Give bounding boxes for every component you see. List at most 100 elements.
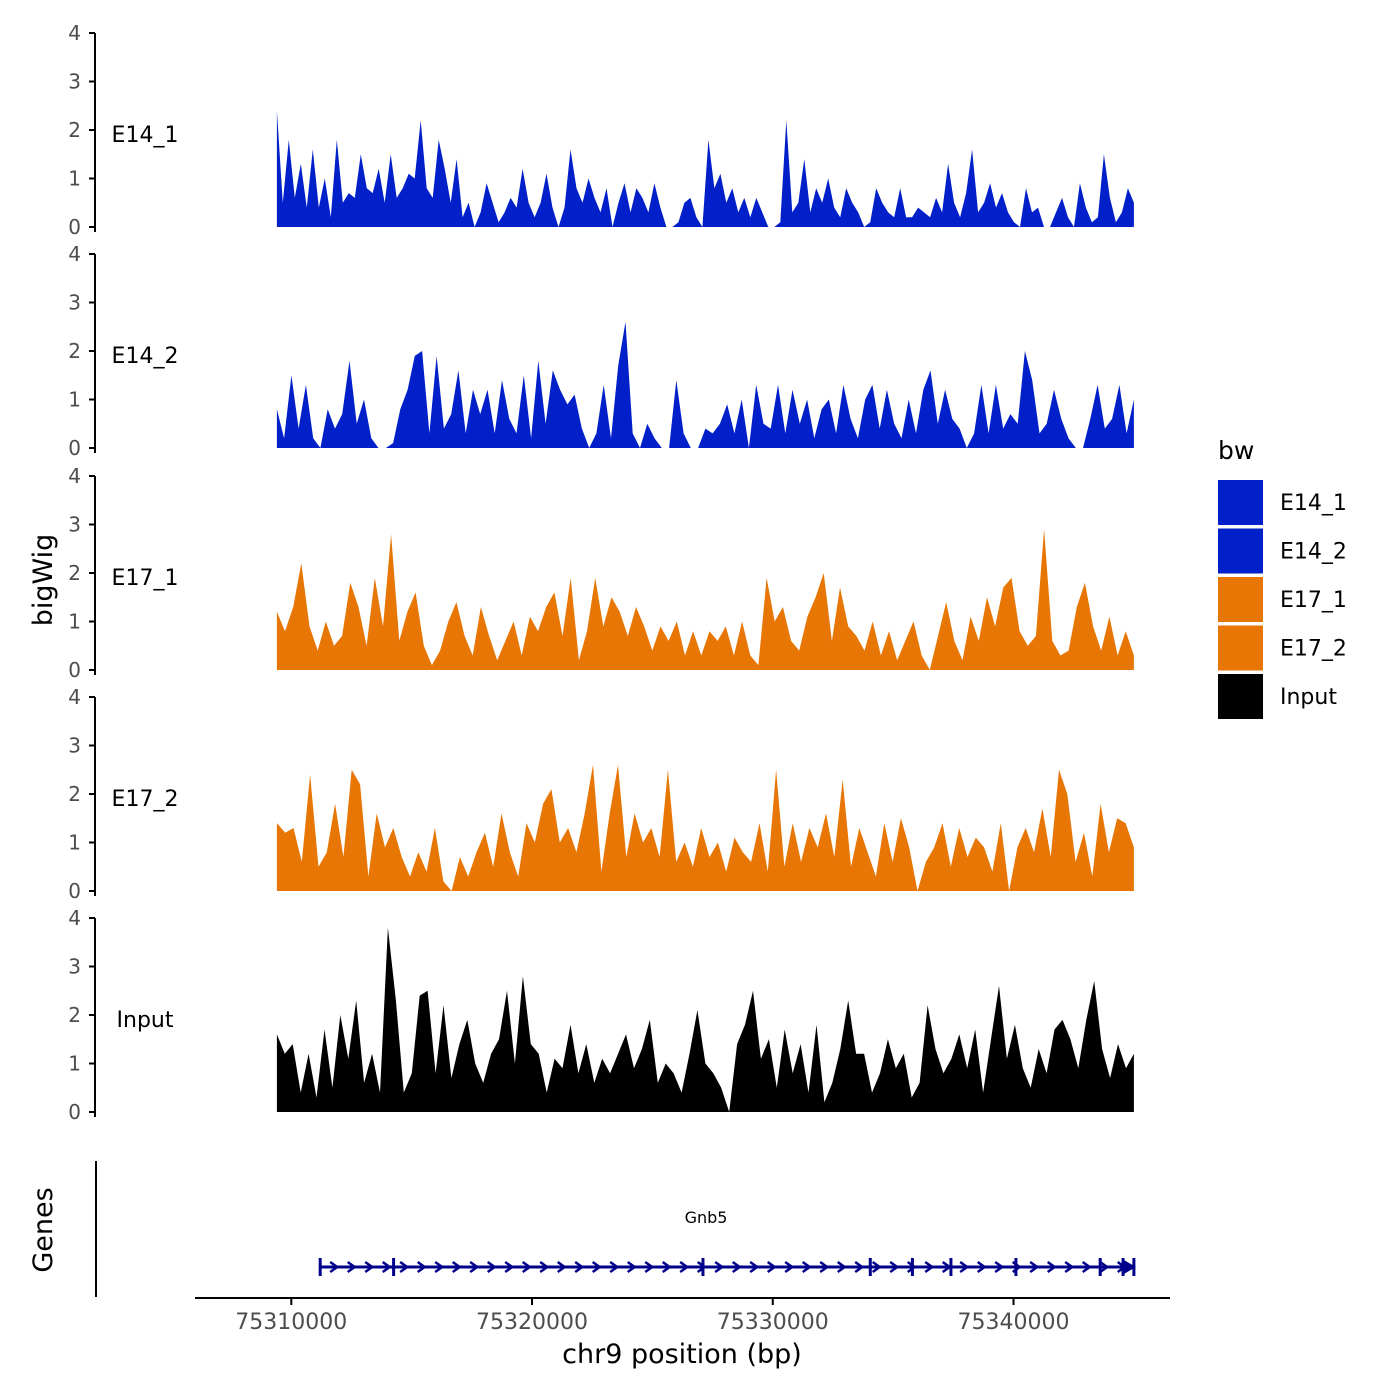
x-axis: chr9 position (bp) 75310000 75320000 75330… [195,1297,1170,1370]
y-tick-label: 1 [68,831,81,855]
strand-arrow-mark [801,1260,812,1274]
y-tick-label: 0 [68,1100,81,1124]
y-tick-label: 3 [68,70,81,94]
strand-arrow-mark [889,1260,900,1274]
y-tick-label: 3 [68,291,81,315]
y-tick-label: 4 [68,242,81,266]
y-tick-label: 2 [68,339,81,363]
y-tick-label: 4 [68,906,81,930]
strand-arrow-mark [784,1260,795,1274]
strand-arrow-mark [766,1260,777,1274]
strand-arrow-mark [1029,1260,1040,1274]
strand-arrow-mark [644,1260,655,1274]
legend-label: E17_1 [1280,588,1347,613]
y-tick-label: 1 [68,610,81,634]
y-tick-label: 2 [68,118,81,142]
y-tick-label: 4 [68,685,81,709]
y-tick-label: 1 [68,388,81,412]
coverage-area-Input [276,927,1134,1112]
track-Input: 0 1 2 3 4 Input [68,906,1134,1124]
strand-arrow-mark [381,1260,392,1274]
strand-arrow-mark [994,1260,1005,1274]
y-tick-label: 4 [68,21,81,45]
y-tick-label: 0 [68,658,81,682]
track-E17_2: 0 1 2 3 4 E17_2 [68,685,1134,903]
strand-arrow-mark [591,1260,602,1274]
y-tick-label: 1 [68,167,81,191]
strand-arrow-mark [749,1260,760,1274]
strand-arrow-mark [906,1260,917,1274]
gene-name-label: Gnb5 [685,1208,728,1227]
strand-arrow-mark [346,1260,357,1274]
track-name-label: E17_1 [112,566,179,591]
strand-arrow-mark [871,1260,882,1274]
x-axis-title: chr9 position (bp) [562,1339,802,1370]
y-tick-label: 2 [68,782,81,806]
strand-arrow-mark [959,1260,970,1274]
bigwig-tracks: 0 1 2 3 4 E14_1 0 1 2 3 4 E14_2 0 1 2 3 4 E17_1 0 1 2 3 4 E17_2… [68,21,1134,1124]
strand-arrow-mark [539,1260,550,1274]
coverage-area-E17_1 [276,529,1134,670]
y-tick-label: 3 [68,955,81,979]
legend-swatch-E14_2 [1218,528,1263,574]
strand-arrow-mark [626,1260,637,1274]
y-tick-label: 4 [68,464,81,488]
legend-swatch-E14_1 [1218,480,1263,525]
strand-arrow-mark [416,1260,427,1274]
track-E14_2: 0 1 2 3 4 E14_2 [68,242,1134,460]
legend-label: E14_2 [1280,540,1347,565]
y-axis-title: bigWig [28,534,59,627]
strand-arrow-mark [451,1260,462,1274]
y-tick-label: 3 [68,734,81,758]
track-name-label: Input [117,1008,174,1033]
strand-arrow-mark [661,1260,672,1274]
strand-arrow-mark [364,1260,375,1274]
strand-arrow-mark [976,1260,987,1274]
strand-arrow-mark [696,1260,707,1274]
legend: bw E14_1 E14_2 E17_1 E17_2 Input [1218,436,1347,719]
strand-arrow-mark [399,1260,410,1274]
x-tick-label: 75330000 [717,1310,829,1335]
y-tick-label: 0 [68,879,81,903]
legend-swatch-E17_1 [1218,577,1263,622]
strand-arrow-mark [1099,1260,1110,1274]
strand-arrow-mark [434,1260,445,1274]
strand-arrow-mark [731,1260,742,1274]
genes-track-label: Genes [28,1187,59,1272]
y-tick-label: 0 [68,436,81,460]
strand-arrow-mark [1081,1260,1092,1274]
track-E17_1: 0 1 2 3 4 E17_1 [68,464,1134,682]
track-name-label: E14_2 [112,344,179,369]
legend-label: E17_2 [1280,637,1347,662]
x-tick-label: 75310000 [235,1310,347,1335]
strand-arrow-mark [521,1260,532,1274]
y-tick-label: 1 [68,1052,81,1076]
y-tick-label: 2 [68,1003,81,1027]
strand-arrow-mark [836,1260,847,1274]
strand-arrow-mark [609,1260,620,1274]
legend-title: bw [1218,436,1254,465]
x-tick-label: 75320000 [476,1310,588,1335]
legend-swatch-Input [1218,674,1263,719]
coverage-area-E17_2 [276,764,1134,891]
strand-arrow-mark [1046,1260,1057,1274]
track-E14_1: 0 1 2 3 4 E14_1 [68,21,1134,239]
legend-swatch-E17_2 [1218,625,1263,671]
track-name-label: E17_2 [112,787,179,812]
gene-end-arrow [1123,1260,1136,1274]
strand-arrow-mark [1064,1260,1075,1274]
y-tick-label: 2 [68,561,81,585]
strand-arrow-mark [556,1260,567,1274]
genes-track: Genes Gnb5 [28,1161,1136,1297]
track-name-label: E14_1 [112,123,179,148]
y-tick-label: 0 [68,215,81,239]
strand-arrow-mark [486,1260,497,1274]
strand-arrow-mark [329,1260,340,1274]
coverage-area-E14_1 [276,110,1134,227]
coverage-area-E14_2 [276,321,1134,448]
strand-arrow-mark [469,1260,480,1274]
x-tick-label: 75340000 [958,1310,1070,1335]
strand-arrow-mark [714,1260,725,1274]
strand-arrow-mark [924,1260,935,1274]
